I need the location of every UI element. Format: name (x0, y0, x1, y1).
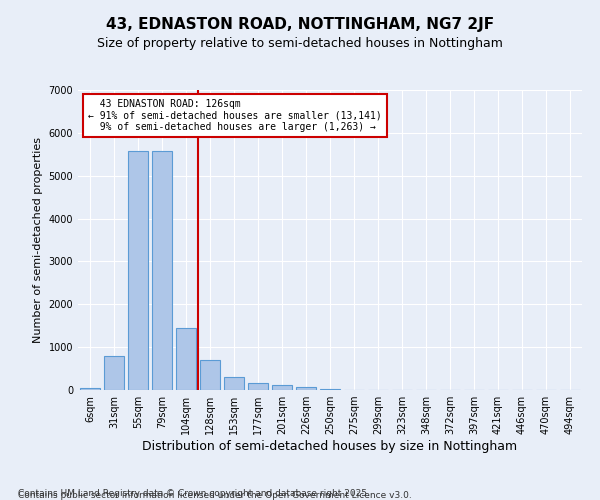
Text: Contains HM Land Registry data © Crown copyright and database right 2025.: Contains HM Land Registry data © Crown c… (18, 488, 370, 498)
Text: 43, EDNASTON ROAD, NOTTINGHAM, NG7 2JF: 43, EDNASTON ROAD, NOTTINGHAM, NG7 2JF (106, 18, 494, 32)
Bar (200, 360, 220, 390)
Bar (80, 388, 100, 390)
Text: 43 EDNASTON ROAD: 126sqm
← 91% of semi-detached houses are smaller (13,141)
  9%: 43 EDNASTON ROAD: 126sqm ← 91% of semi-d… (88, 99, 382, 132)
Bar (224, 377, 244, 390)
Bar (104, 356, 124, 390)
Bar (320, 388, 340, 390)
Bar (248, 382, 268, 390)
Y-axis label: Number of semi-detached properties: Number of semi-detached properties (33, 137, 43, 343)
Bar (296, 387, 316, 390)
X-axis label: Distribution of semi-detached houses by size in Nottingham: Distribution of semi-detached houses by … (142, 440, 518, 453)
Bar (272, 385, 292, 390)
Text: Size of property relative to semi-detached houses in Nottingham: Size of property relative to semi-detach… (97, 38, 503, 51)
Bar (176, 328, 196, 390)
Text: Contains public sector information licensed under the Open Government Licence v3: Contains public sector information licen… (18, 491, 412, 500)
Bar (152, 151, 172, 390)
Bar (128, 151, 148, 390)
